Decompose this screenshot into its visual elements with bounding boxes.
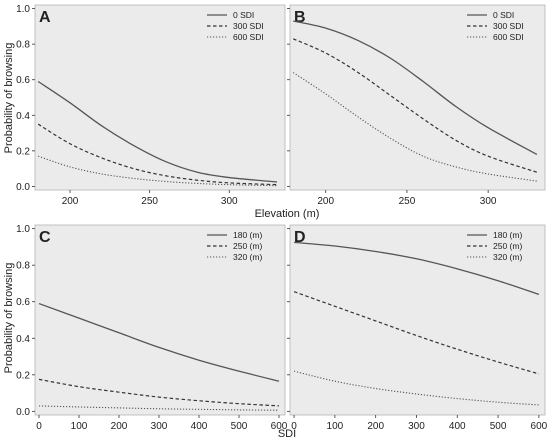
panel-a-series-1-line (37, 80, 278, 183)
panel-c-xtick-label: 600 (271, 421, 288, 432)
panel-b-series-1-line (293, 20, 538, 155)
panel-d-xtick-label: 100 (327, 421, 344, 432)
panel-a-legend-label: 300 SDI (233, 21, 264, 31)
panel-d-legend-label: 180 (m) (493, 230, 522, 240)
panel-c-xtick-label: 100 (71, 421, 88, 432)
panel-c-xtick-label: 300 (151, 421, 168, 432)
panel-c-ytick-label: 0.0 (16, 407, 30, 418)
panel-d: D 0 100 200 300 400 500 600 180 (m)250 (m)320 (m… (287, 224, 548, 432)
panel-d-xtick-label: 300 (408, 421, 425, 432)
panel-c-legend: 180 (m)250 (m)320 (m) (207, 230, 262, 262)
panel-a-ytick-label: 0.0 (16, 182, 30, 193)
panel-a-ytick-label: 0.8 (16, 40, 30, 51)
panel-b-background (289, 4, 546, 191)
panel-d-legend-label: 320 (m) (493, 252, 522, 262)
panel-d-legend-label: 250 (m) (493, 241, 522, 251)
x-axis-title-top: Elevation (m) (255, 208, 320, 220)
panel-b-series-3-line (292, 72, 537, 182)
panel-c-series-3-line (38, 405, 280, 411)
y-axis-title-top: Probability of browsing (3, 43, 15, 154)
panel-a-legend-label: 0 SDI (233, 10, 254, 20)
panel-c-series-2-line (38, 378, 280, 407)
panel-c-xtick-label: 400 (191, 421, 208, 432)
panel-c: C 0.0 0.2 0.4 0.6 0.8 1.0 0 100 200 300 400 500 600 18… (16, 224, 288, 432)
panel-c-legend-label: 250 (m) (233, 241, 262, 251)
panel-c-xtick-label: 500 (231, 421, 248, 432)
panel-b-xtick-label: 200 (317, 196, 334, 207)
panel-a-xtick-label: 300 (221, 196, 238, 207)
panel-c-ytick-label: 0.6 (16, 297, 30, 308)
panel-c-xtick-label: 0 (36, 421, 42, 432)
panel-d-xtick-label: 200 (367, 421, 384, 432)
y-axis-title-bottom: Probability of browsing (3, 263, 15, 374)
panel-a-series-3-line (38, 155, 278, 187)
panel-b-legend-label: 300 SDI (493, 21, 524, 31)
panel-d-series-1-line (294, 241, 540, 296)
panel-a-ytick-label: 0.2 (16, 146, 30, 157)
panel-b-xtick-label: 250 (399, 196, 416, 207)
panel-d-xtick-label: 0 (291, 421, 297, 432)
panel-d-xtick-label: 600 (531, 421, 548, 432)
panel-c-ytick-label: 0.8 (16, 261, 30, 272)
panel-a-xtick-label: 250 (141, 196, 158, 207)
panel-c-xtick-label: 200 (111, 421, 128, 432)
panel-d-series-2-line (293, 291, 540, 375)
panel-d-background (289, 224, 546, 416)
panel-c-legend-label: 180 (m) (233, 230, 262, 240)
panel-c-ytick-label: 1.0 (16, 224, 30, 235)
panel-b-series-2-line (293, 38, 538, 173)
panel-c-ytick-label: 0.4 (16, 334, 30, 345)
panel-d-series-3-line (293, 370, 539, 406)
panel-c-background (34, 224, 286, 416)
panel-a-ytick-label: 1.0 (16, 4, 30, 15)
panel-d-label: D (294, 229, 306, 246)
panel-a-label: A (39, 9, 51, 26)
panel-c-label: C (39, 229, 51, 246)
panel-b-xtick-label: 300 (480, 196, 497, 207)
panel-a-legend-label: 600 SDI (233, 32, 264, 42)
panel-a-ytick-label: 0.4 (16, 111, 30, 122)
panel-c-legend-label: 320 (m) (233, 252, 262, 262)
panel-b-legend-label: 0 SDI (493, 10, 514, 20)
panel-d-xtick-label: 400 (449, 421, 466, 432)
panel-c-series-1-line (38, 302, 280, 382)
panel-a-xtick-label: 200 (62, 196, 79, 207)
panel-b-label: B (294, 9, 306, 26)
panel-c-ytick-label: 0.2 (16, 370, 30, 381)
x-axis-title-bottom: SDI (278, 428, 296, 440)
panel-d-legend: 180 (m)250 (m)320 (m) (467, 230, 522, 262)
panel-d-xtick-label: 500 (490, 421, 507, 432)
panel-b-legend-label: 600 SDI (493, 32, 524, 42)
panel-a-ytick-label: 0.6 (16, 75, 30, 86)
panel-a-series-2-line (37, 123, 278, 186)
